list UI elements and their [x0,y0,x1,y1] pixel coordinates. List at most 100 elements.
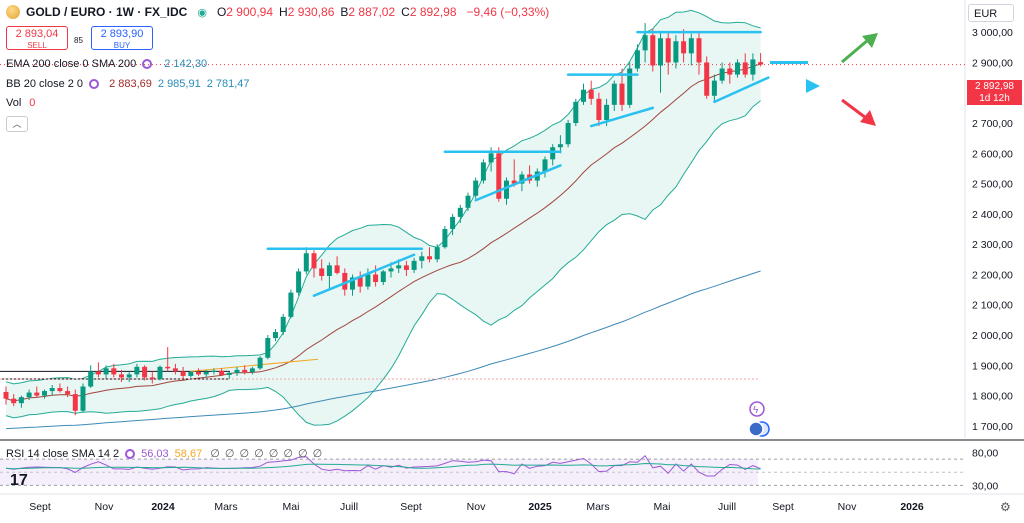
candle[interactable] [88,365,94,389]
candle[interactable] [581,83,586,105]
candle[interactable] [296,268,302,296]
tradingview-logo-icon[interactable]: 17 [10,472,28,489]
candle[interactable] [634,44,640,72]
candle[interactable] [49,385,55,396]
candle[interactable] [134,363,140,378]
candle[interactable] [226,371,232,379]
candle[interactable] [18,395,24,408]
candle[interactable] [265,335,271,360]
candle[interactable] [403,260,409,276]
candle[interactable] [681,29,687,63]
candle[interactable] [180,366,186,379]
candle[interactable] [165,347,171,372]
candle[interactable] [727,62,733,84]
candle[interactable] [119,369,124,382]
candle[interactable] [742,53,748,78]
symbol-title[interactable]: GOLD / EURO · 1W · FX_IDC [26,5,188,19]
candle[interactable] [280,313,286,336]
candle[interactable] [95,362,101,378]
candle[interactable] [473,177,479,199]
candle[interactable] [80,383,86,413]
candle[interactable] [550,144,556,166]
candle[interactable] [273,328,278,342]
candle[interactable] [142,365,148,381]
candle[interactable] [596,92,602,127]
candle[interactable] [658,32,663,93]
candle[interactable] [157,365,163,381]
currency-selector[interactable]: EUR [968,4,1014,22]
buy-button[interactable]: 2 893,90 BUY [91,26,153,50]
candle[interactable] [565,120,571,148]
candle[interactable] [758,53,764,67]
candle[interactable] [11,394,17,407]
candle[interactable] [735,59,740,78]
candle[interactable] [196,368,201,376]
candle[interactable] [326,262,332,290]
candle[interactable] [57,383,63,393]
candle[interactable] [103,365,109,379]
candle[interactable] [72,389,78,416]
candle[interactable] [172,363,178,375]
candle[interactable] [234,366,240,376]
candle[interactable] [750,53,756,81]
candle[interactable] [511,159,517,187]
collapse-legend-button[interactable]: ︿ [6,116,28,132]
candle[interactable] [249,366,255,375]
candle[interactable] [688,33,694,66]
candle[interactable] [111,363,117,378]
candle[interactable] [673,35,679,69]
candle[interactable] [542,156,548,178]
candle[interactable] [319,259,325,281]
candle[interactable] [219,368,225,376]
settings-gear-icon[interactable]: ⚙ [1000,500,1011,514]
candle[interactable] [496,147,502,202]
candle[interactable] [211,368,217,375]
bb-indicator-legend[interactable]: BB 20 close 2 0 2 883,69 2 985,91 2 781,… [6,78,250,90]
candle[interactable] [203,369,209,378]
candle[interactable] [149,371,155,384]
candle[interactable] [334,256,340,275]
candle[interactable] [480,159,486,184]
candle[interactable] [665,32,671,75]
candle[interactable] [465,192,471,211]
candle[interactable] [642,23,648,63]
candle[interactable] [427,247,432,263]
rsi-indicator-legend[interactable]: RSI 14 close SMA 14 2 56,03 58,67 ∅ ∅ ∅ … [6,447,323,461]
candle[interactable] [704,56,710,99]
candle[interactable] [365,268,371,290]
candle[interactable] [557,135,563,154]
candle[interactable] [419,251,425,269]
candle[interactable] [188,371,194,378]
candle[interactable] [650,29,656,72]
candle[interactable] [434,244,440,263]
candle[interactable] [65,386,71,398]
candle[interactable] [711,74,717,102]
candle[interactable] [303,247,309,275]
candle[interactable] [450,213,456,236]
candle[interactable] [373,265,379,287]
candle[interactable] [380,269,386,286]
candle[interactable] [242,365,248,375]
candle[interactable] [442,226,448,249]
candle[interactable] [504,177,509,205]
candle[interactable] [573,98,579,127]
candle[interactable] [288,289,294,319]
candle[interactable] [42,389,47,399]
indicator-settings-icon[interactable] [142,59,153,69]
volume-indicator-legend[interactable]: Vol 0 [6,97,35,109]
candle[interactable] [26,389,32,401]
candle[interactable] [357,271,363,293]
candle[interactable] [588,80,594,105]
candle[interactable] [3,386,9,405]
candle[interactable] [34,386,40,398]
candle[interactable] [627,62,633,108]
candle[interactable] [411,257,417,273]
candle[interactable] [311,250,317,278]
candle[interactable] [350,274,355,296]
indicator-settings-icon[interactable] [89,79,100,89]
sell-button[interactable]: 2 893,04 SELL [6,26,68,50]
candle[interactable] [457,204,463,223]
candle[interactable] [257,356,263,370]
candle[interactable] [719,62,725,84]
candle[interactable] [611,80,617,111]
